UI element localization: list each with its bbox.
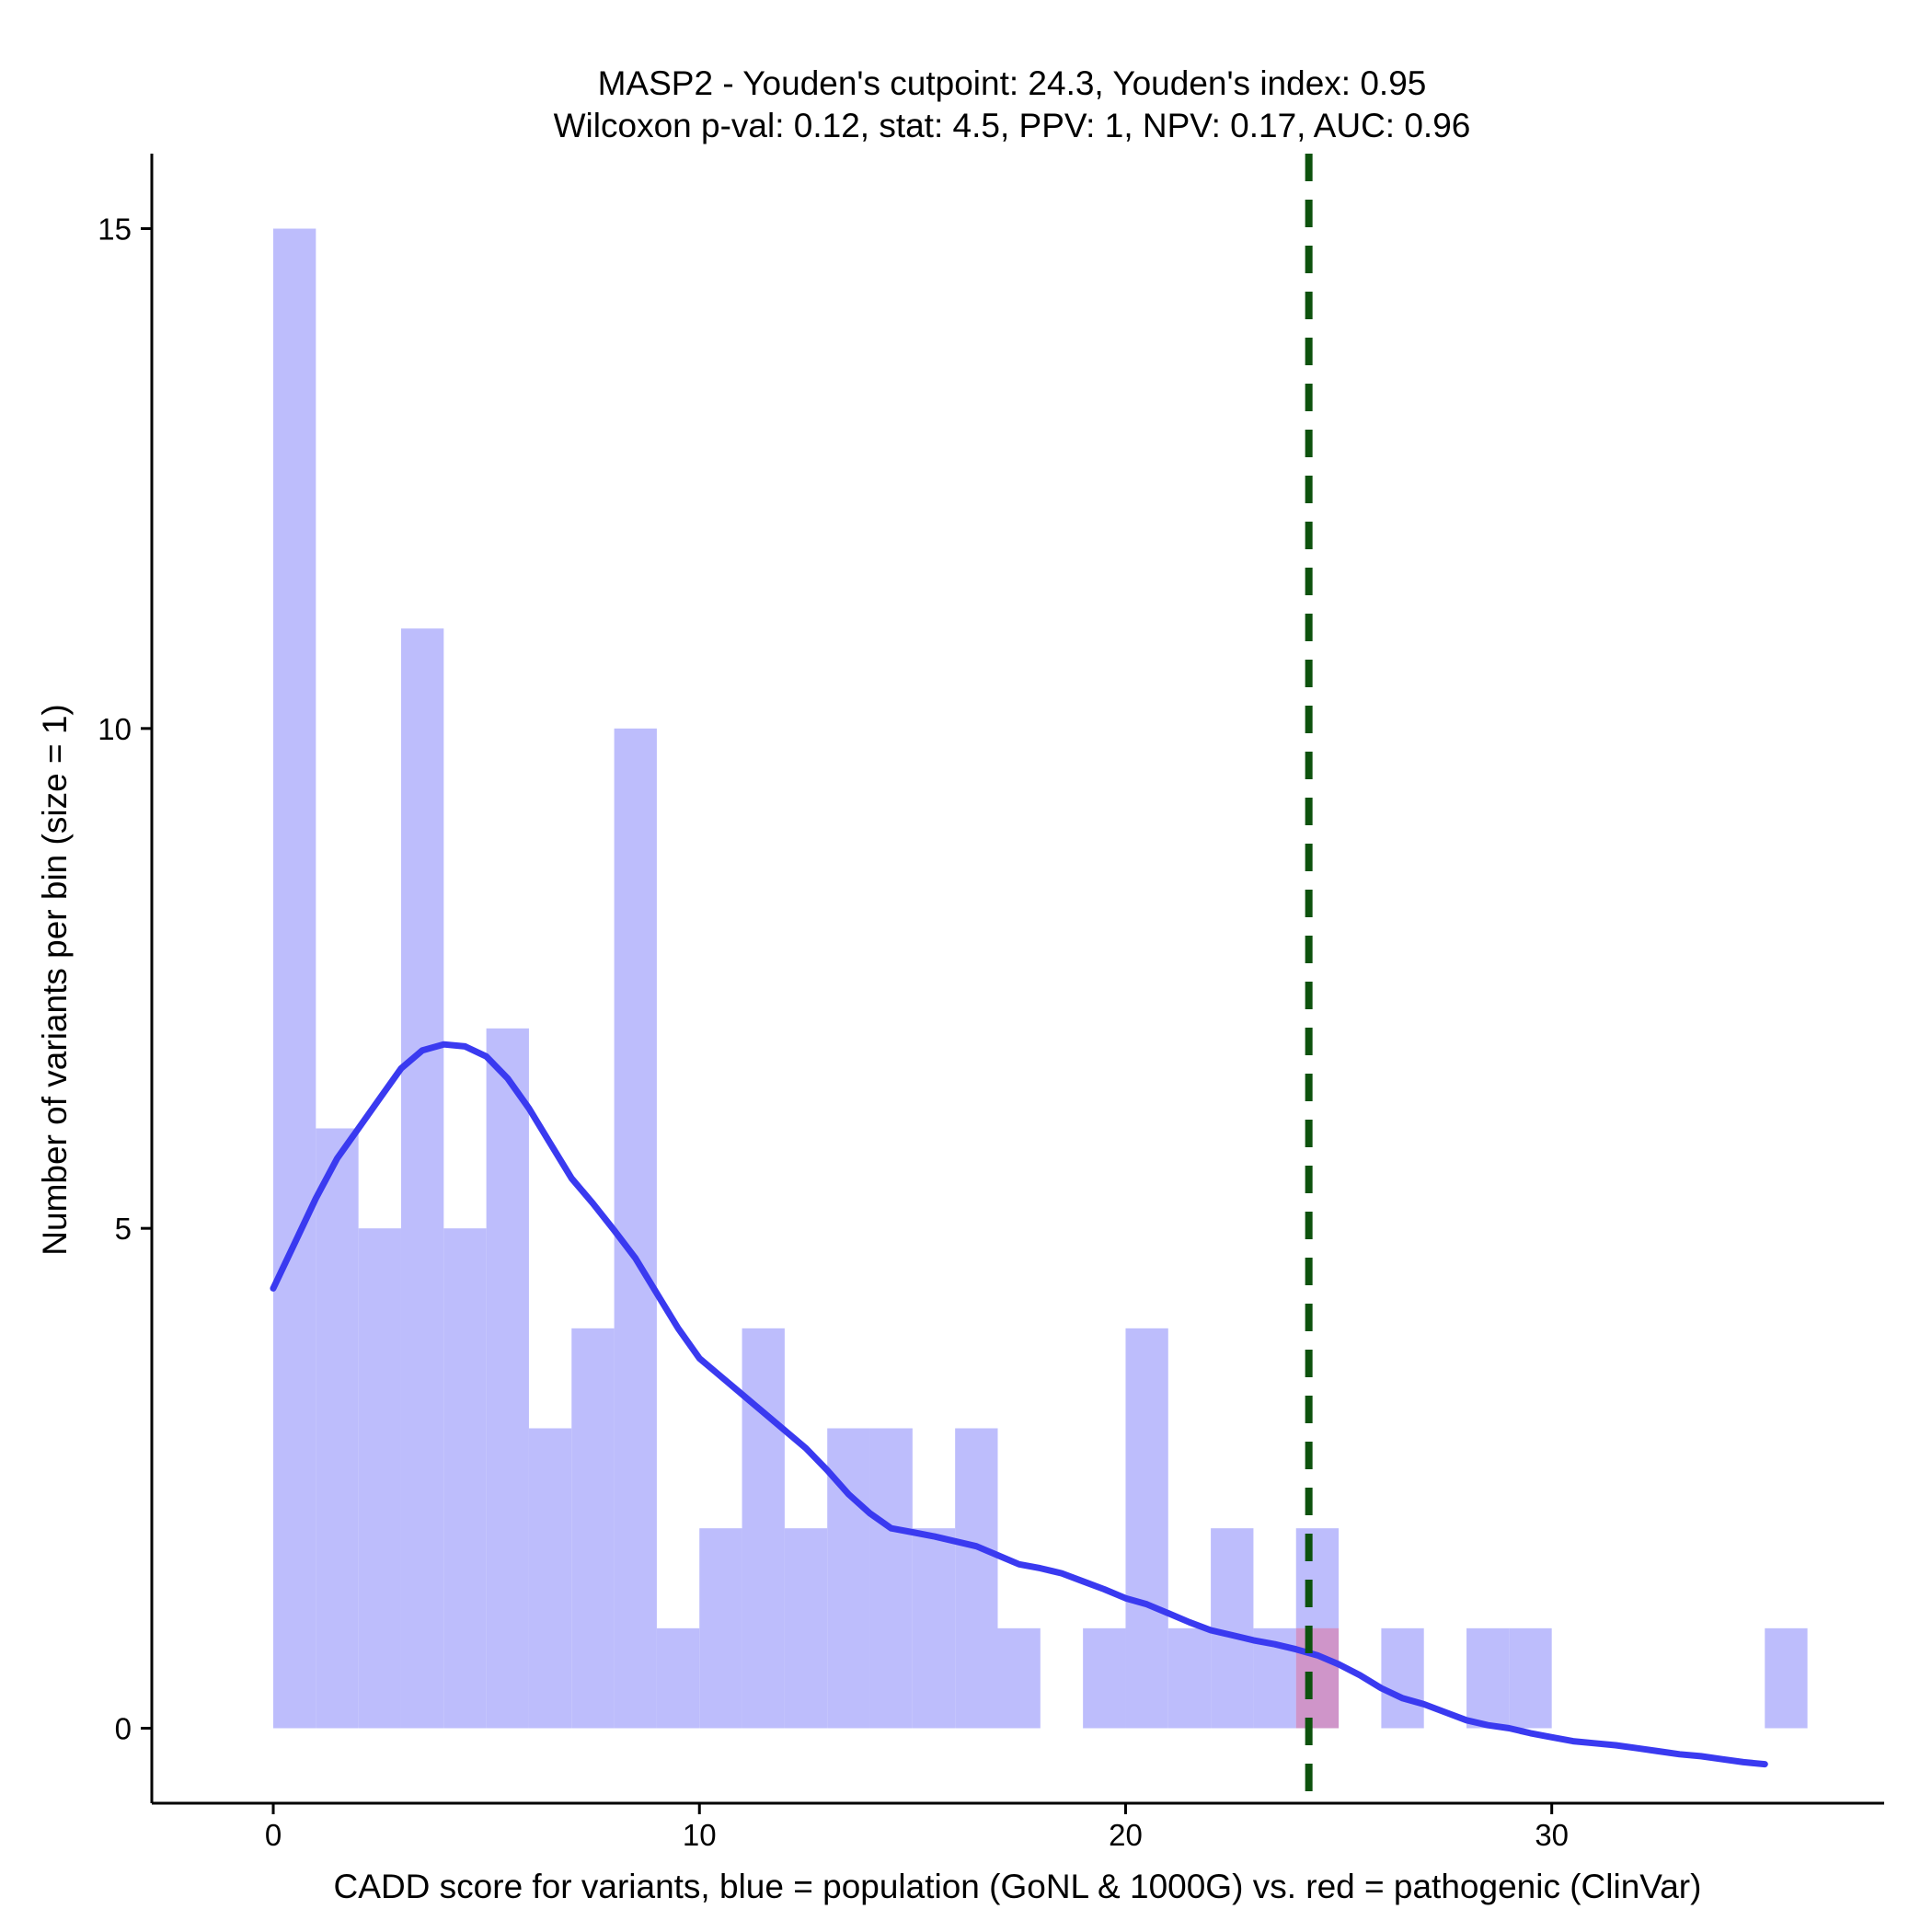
histogram-bar bbox=[1466, 1627, 1510, 1729]
histogram-bar bbox=[316, 1128, 359, 1729]
histogram-bar bbox=[1125, 1328, 1168, 1729]
x-axis-title: CADD score for variants, blue = populati… bbox=[334, 1868, 1702, 1905]
chart-title-line-1: MASP2 - Youden's cutpoint: 24.3, Youden'… bbox=[598, 64, 1427, 102]
population-density-curve bbox=[270, 1041, 1768, 1768]
histogram-bar bbox=[869, 1428, 913, 1729]
histogram-bar bbox=[955, 1428, 998, 1729]
y-axis-ticks: 0 5 10 15 bbox=[98, 213, 152, 1746]
y-tick-label: 15 bbox=[98, 213, 132, 247]
histogram-bar bbox=[1083, 1627, 1126, 1729]
histogram-bar bbox=[273, 228, 316, 1729]
y-axis-title: Number of variants per bin (size = 1) bbox=[36, 704, 74, 1255]
x-tick-label: 0 bbox=[265, 1818, 282, 1852]
histogram-bar bbox=[784, 1528, 828, 1729]
histogram-bar bbox=[699, 1528, 742, 1729]
population-bars bbox=[273, 228, 1808, 1729]
histogram-bar bbox=[443, 1228, 487, 1729]
histogram-bar bbox=[997, 1627, 1041, 1729]
pathogenic-bars bbox=[1295, 1627, 1340, 1729]
histogram-bar bbox=[571, 1328, 615, 1729]
histogram-bar bbox=[614, 728, 657, 1729]
histogram-bar bbox=[528, 1428, 572, 1729]
histogram-bar bbox=[358, 1228, 401, 1729]
histogram-bar bbox=[1765, 1627, 1808, 1729]
histogram-bar bbox=[400, 628, 444, 1729]
histogram-bar bbox=[1381, 1627, 1424, 1729]
x-axis-ticks: 0 10 20 30 bbox=[265, 1803, 1569, 1852]
histogram-bar bbox=[742, 1328, 785, 1729]
x-tick-label: 10 bbox=[683, 1818, 717, 1852]
histogram-bar bbox=[1509, 1627, 1552, 1729]
chart-title-line-2: Wilcoxon p-val: 0.12, stat: 4.5, PPV: 1,… bbox=[554, 107, 1471, 144]
histogram-bar bbox=[486, 1028, 529, 1729]
x-tick-label: 30 bbox=[1535, 1818, 1569, 1852]
histogram-bar bbox=[912, 1528, 956, 1729]
y-tick-label: 10 bbox=[98, 712, 132, 746]
histogram-bar bbox=[1167, 1627, 1212, 1729]
histogram-bar bbox=[1211, 1528, 1254, 1729]
y-tick-label: 5 bbox=[115, 1212, 132, 1246]
histogram-bar bbox=[1295, 1627, 1340, 1729]
histogram-bar bbox=[656, 1627, 700, 1729]
y-tick-label: 0 bbox=[115, 1712, 132, 1746]
x-tick-label: 20 bbox=[1109, 1818, 1143, 1852]
